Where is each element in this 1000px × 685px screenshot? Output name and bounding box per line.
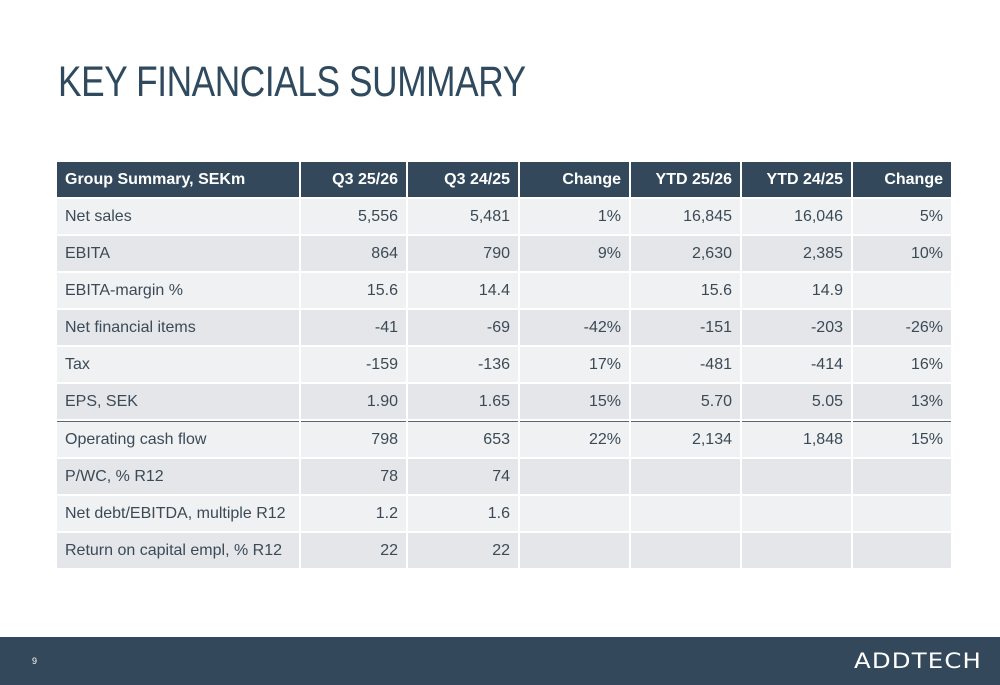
footer-bar: 9 ADDTECH xyxy=(0,637,1000,685)
table-cell: -42% xyxy=(520,310,629,347)
table-cell: -41 xyxy=(301,310,406,347)
column-header: Group Summary, SEKm xyxy=(57,162,299,199)
table-cell: -203 xyxy=(742,310,851,347)
table-cell: 22 xyxy=(301,533,406,570)
table-cell xyxy=(742,533,851,570)
column-header: Q3 24/25 xyxy=(408,162,518,199)
table-cell: 864 xyxy=(301,236,406,273)
financials-table: Group Summary, SEKm Q3 25/26 Q3 24/25 Ch… xyxy=(55,162,953,570)
addtech-logo: ADDTECH xyxy=(854,648,984,679)
table-cell: 653 xyxy=(408,421,518,459)
row-label: EBITA-margin % xyxy=(57,273,299,310)
table-row: Operating cash flow 798 653 22% 2,134 1,848 15… xyxy=(57,421,951,459)
row-label: Net debt/EBITDA, multiple R12 xyxy=(57,496,299,533)
table-cell xyxy=(853,533,951,570)
table-cell: 1,848 xyxy=(742,421,851,459)
table-row: EBITA-margin % 15.6 14.4 15.6 14.9 xyxy=(57,273,951,310)
page-number: 9 xyxy=(32,656,38,666)
table-cell: 5,556 xyxy=(301,199,406,236)
table-cell: 1.90 xyxy=(301,384,406,421)
table-cell xyxy=(742,496,851,533)
table-cell: 5.05 xyxy=(742,384,851,421)
table-cell: 22% xyxy=(520,421,629,459)
logo-wordmark: ADDTECH xyxy=(854,649,982,673)
table-cell: 15% xyxy=(853,421,951,459)
row-label: P/WC, % R12 xyxy=(57,459,299,496)
row-label: Operating cash flow xyxy=(57,421,299,459)
row-label: Tax xyxy=(57,347,299,384)
row-label: Return on capital empl, % R12 xyxy=(57,533,299,570)
table-cell xyxy=(853,459,951,496)
column-header: YTD 24/25 xyxy=(742,162,851,199)
table-cell: 15% xyxy=(520,384,629,421)
table-row: EPS, SEK 1.90 1.65 15% 5.70 5.05 13% xyxy=(57,384,951,421)
table-header-row: Group Summary, SEKm Q3 25/26 Q3 24/25 Ch… xyxy=(57,162,951,199)
row-label: Net financial items xyxy=(57,310,299,347)
table-cell: 10% xyxy=(853,236,951,273)
table-row: Net sales 5,556 5,481 1% 16,845 16,046 5% xyxy=(57,199,951,236)
table-row: Net financial items -41 -69 -42% -151 -203 -26… xyxy=(57,310,951,347)
table-cell: 798 xyxy=(301,421,406,459)
table-cell: 14.4 xyxy=(408,273,518,310)
table-cell: 74 xyxy=(408,459,518,496)
table-row: EBITA 864 790 9% 2,630 2,385 10% xyxy=(57,236,951,273)
table-cell: 1.65 xyxy=(408,384,518,421)
row-label: Net sales xyxy=(57,199,299,236)
table-cell xyxy=(742,459,851,496)
table-cell: 5,481 xyxy=(408,199,518,236)
table-cell xyxy=(520,459,629,496)
column-header: Change xyxy=(520,162,629,199)
table-row: Tax -159 -136 17% -481 -414 16% xyxy=(57,347,951,384)
table-cell: 2,385 xyxy=(742,236,851,273)
table-cell: -151 xyxy=(631,310,740,347)
table-cell xyxy=(631,459,740,496)
table-cell: 15.6 xyxy=(301,273,406,310)
table-cell: 1.6 xyxy=(408,496,518,533)
table-cell: 2,134 xyxy=(631,421,740,459)
table-cell: 78 xyxy=(301,459,406,496)
table-cell: 2,630 xyxy=(631,236,740,273)
row-label: EBITA xyxy=(57,236,299,273)
table-cell xyxy=(520,533,629,570)
svg-text:ADDTECH: ADDTECH xyxy=(854,649,982,673)
table-cell: -481 xyxy=(631,347,740,384)
table-cell: 790 xyxy=(408,236,518,273)
table-cell: -414 xyxy=(742,347,851,384)
table-cell xyxy=(520,273,629,310)
table-cell: 22 xyxy=(408,533,518,570)
table-cell: 13% xyxy=(853,384,951,421)
row-label: EPS, SEK xyxy=(57,384,299,421)
table-cell: 16,845 xyxy=(631,199,740,236)
table-cell: -69 xyxy=(408,310,518,347)
table-cell xyxy=(631,533,740,570)
table-cell: -26% xyxy=(853,310,951,347)
table-cell: 16,046 xyxy=(742,199,851,236)
table-cell xyxy=(631,496,740,533)
page-title: KEY FINANCIALS SUMMARY xyxy=(58,58,526,106)
table-cell: 14.9 xyxy=(742,273,851,310)
table-cell: 16% xyxy=(853,347,951,384)
table-cell: 1.2 xyxy=(301,496,406,533)
column-header: YTD 25/26 xyxy=(631,162,740,199)
table-cell: -136 xyxy=(408,347,518,384)
table-cell: 9% xyxy=(520,236,629,273)
table-cell: 5.70 xyxy=(631,384,740,421)
table-cell xyxy=(853,496,951,533)
table-cell xyxy=(520,496,629,533)
column-header: Change xyxy=(853,162,951,199)
table-row: Return on capital empl, % R12 22 22 xyxy=(57,533,951,570)
table-row: P/WC, % R12 78 74 xyxy=(57,459,951,496)
table-cell: -159 xyxy=(301,347,406,384)
table-cell: 15.6 xyxy=(631,273,740,310)
column-header: Q3 25/26 xyxy=(301,162,406,199)
table-cell xyxy=(853,273,951,310)
table-row: Net debt/EBITDA, multiple R12 1.2 1.6 xyxy=(57,496,951,533)
table-cell: 5% xyxy=(853,199,951,236)
table-cell: 1% xyxy=(520,199,629,236)
table-cell: 17% xyxy=(520,347,629,384)
